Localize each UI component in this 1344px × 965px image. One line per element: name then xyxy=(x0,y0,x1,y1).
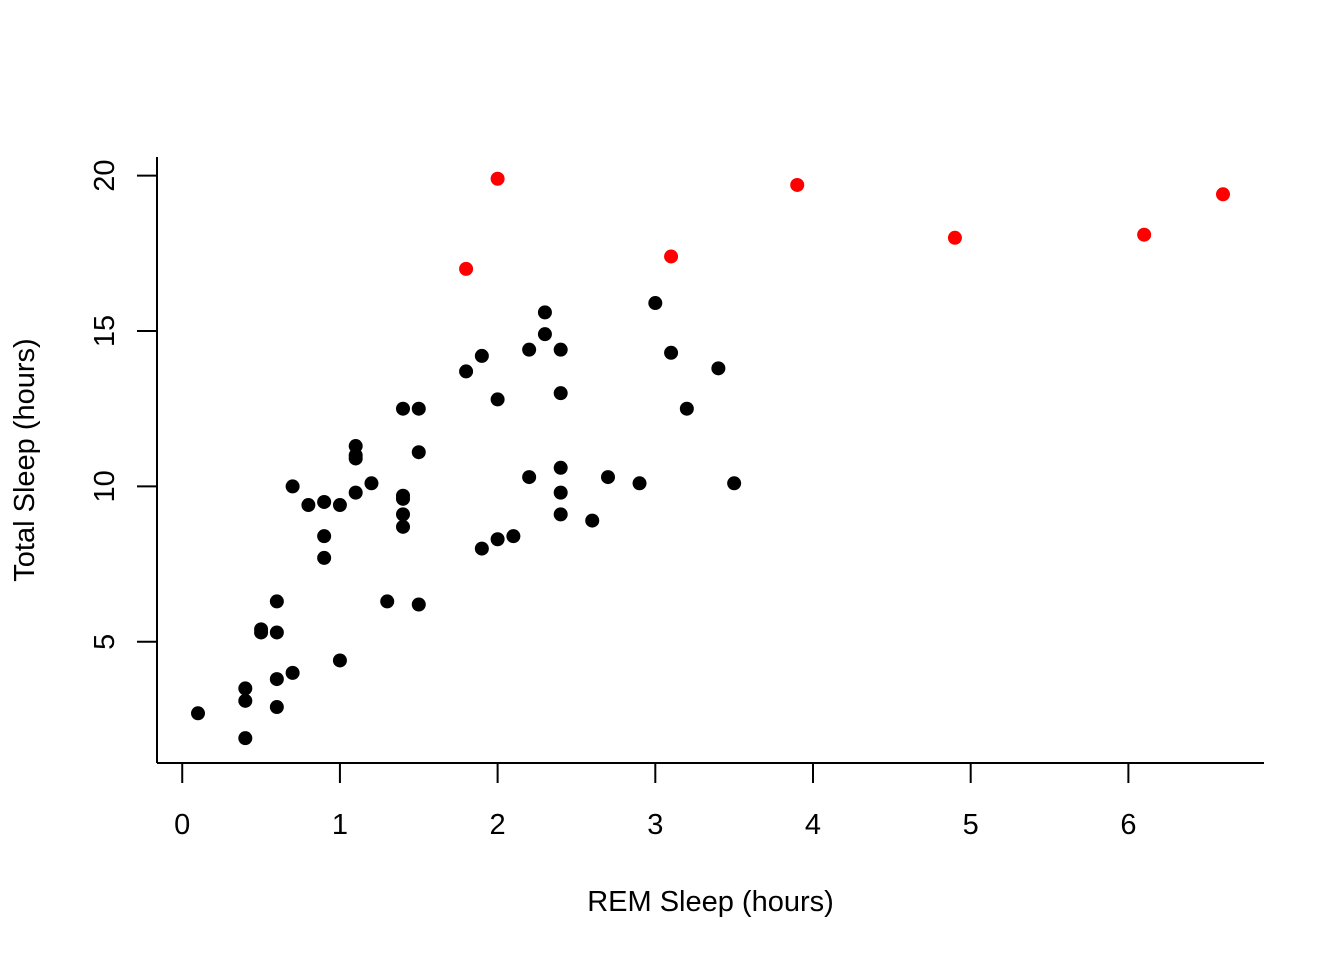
highlighted-data-point xyxy=(947,230,962,245)
data-point xyxy=(490,392,505,407)
data-point xyxy=(648,296,663,311)
data-point xyxy=(632,476,647,491)
highlighted-data-point xyxy=(490,171,505,186)
data-point xyxy=(396,401,410,416)
data-point xyxy=(711,361,726,376)
data-point xyxy=(285,665,300,680)
highlighted-data-point xyxy=(664,249,679,264)
data-point xyxy=(332,653,347,668)
data-point xyxy=(553,507,568,522)
data-point xyxy=(269,625,284,640)
data-point xyxy=(364,476,379,491)
highlighted-data-point xyxy=(1137,227,1152,242)
data-point xyxy=(522,342,537,357)
x-tick-label: 3 xyxy=(647,809,663,841)
data-point xyxy=(269,700,284,715)
data-point xyxy=(380,594,395,609)
highlighted-data-point xyxy=(790,177,805,192)
data-point xyxy=(506,529,521,544)
data-point xyxy=(522,470,537,485)
data-point xyxy=(601,470,615,485)
y-axis-label: Total Sleep (hours) xyxy=(9,338,41,581)
x-axis-label: REM Sleep (hours) xyxy=(587,886,834,918)
y-axis-ticks: 5 10 15 20 xyxy=(89,160,157,650)
x-tick-label: 2 xyxy=(490,809,506,841)
data-point xyxy=(238,693,253,708)
x-tick-label: 6 xyxy=(1120,809,1136,841)
data-point xyxy=(269,594,284,609)
data-point xyxy=(474,348,489,363)
data-point xyxy=(537,305,552,320)
data-point xyxy=(490,532,505,547)
x-tick-label: 5 xyxy=(963,809,979,841)
data-point xyxy=(238,731,253,746)
data-point xyxy=(317,550,332,565)
data-points xyxy=(191,171,1230,746)
highlighted-data-point xyxy=(459,261,474,276)
axes xyxy=(156,157,1264,764)
data-point xyxy=(269,672,284,687)
data-point xyxy=(348,439,363,454)
highlighted-data-point xyxy=(1216,187,1230,202)
data-point xyxy=(301,498,316,513)
data-point xyxy=(553,460,568,475)
data-point xyxy=(396,507,410,522)
data-point xyxy=(553,386,568,401)
data-point xyxy=(679,401,694,416)
y-tick-label: 15 xyxy=(89,315,121,347)
data-point xyxy=(553,485,568,500)
data-point xyxy=(254,622,269,637)
x-tick-label: 4 xyxy=(805,809,821,841)
data-point xyxy=(474,541,489,556)
data-point xyxy=(317,494,332,509)
data-point xyxy=(238,681,253,696)
data-point xyxy=(332,498,347,513)
data-point xyxy=(396,519,410,534)
data-point xyxy=(191,706,205,721)
data-point xyxy=(553,342,568,357)
x-axis-ticks: 0 1 2 3 4 5 6 xyxy=(174,763,1136,841)
y-tick-label: 20 xyxy=(89,160,121,192)
x-tick-label: 1 xyxy=(332,809,348,841)
data-point xyxy=(537,327,552,342)
data-point xyxy=(411,597,426,612)
data-point xyxy=(585,513,600,528)
data-point xyxy=(664,345,679,360)
data-point xyxy=(727,476,742,491)
y-tick-label: 5 xyxy=(89,634,121,650)
data-point xyxy=(411,401,426,416)
data-point xyxy=(285,479,300,494)
data-point xyxy=(396,488,410,503)
data-point xyxy=(459,364,474,379)
x-tick-label: 0 xyxy=(174,809,190,841)
data-point xyxy=(317,529,332,544)
data-point xyxy=(411,445,426,460)
y-tick-label: 10 xyxy=(89,470,121,502)
data-point xyxy=(348,485,363,500)
